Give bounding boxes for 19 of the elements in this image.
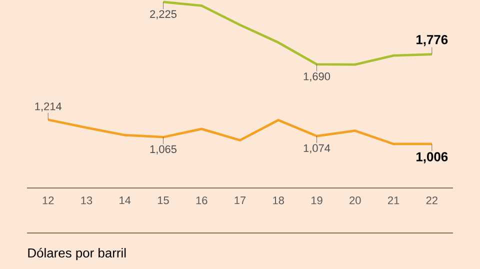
x-tick-label: 20 (350, 196, 361, 204)
x-tick-label: 14 (120, 196, 131, 204)
x-tick-label: 22 (426, 196, 438, 204)
x-tick-label: 15 (158, 196, 169, 204)
x-tick-label: 17 (234, 196, 246, 204)
data-label: 1,065 (150, 145, 176, 154)
data-label: 1,214 (35, 102, 62, 112)
x-tick-label: 12 (42, 196, 54, 204)
data-label: 1,776 (416, 35, 448, 46)
x-tick-label: 21 (388, 196, 400, 204)
text: Dólares por barril (28, 248, 126, 260)
x-tick-label: 16 (196, 196, 208, 204)
data-label: 1,006 (416, 152, 448, 164)
x-tick-label: 13 (81, 196, 92, 204)
data-label: 1,074 (304, 144, 330, 154)
x-tick-label: 18 (273, 196, 284, 204)
x-tick-label: 19 (311, 196, 322, 204)
data-label: 2,225 (150, 10, 176, 20)
data-label: 1,690 (304, 72, 330, 82)
